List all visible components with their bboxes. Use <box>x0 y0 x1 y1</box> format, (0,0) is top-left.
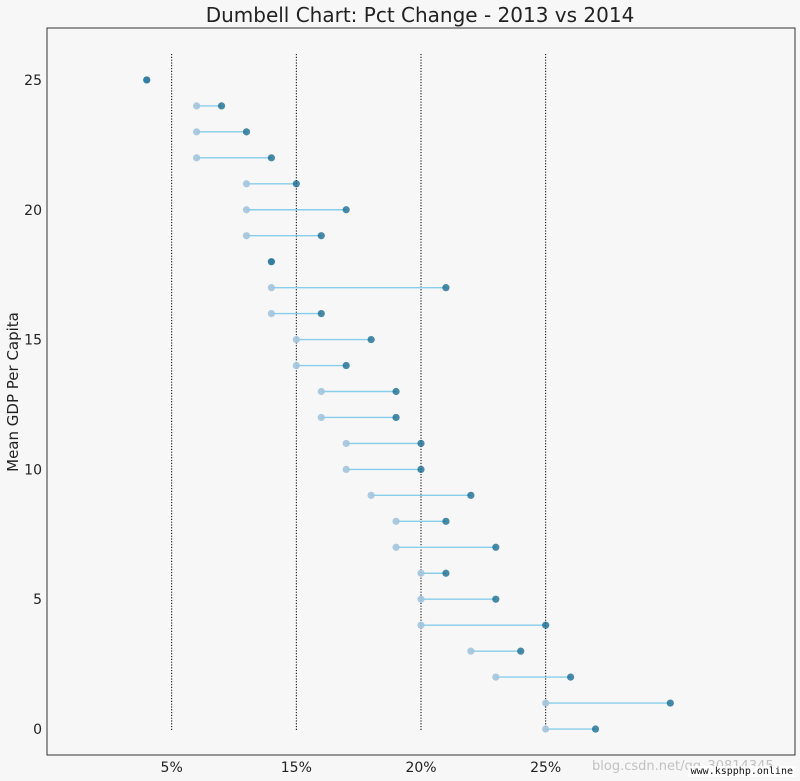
point-2013 <box>492 673 500 681</box>
point-2013 <box>193 154 201 162</box>
y-tick-label: 15 <box>24 333 42 349</box>
y-tick-label: 5 <box>33 592 42 608</box>
point-2013 <box>417 595 425 603</box>
point-2014 <box>442 284 450 292</box>
point-2013 <box>392 543 400 551</box>
point-2013 <box>267 284 275 292</box>
point-2014 <box>342 206 350 214</box>
point-2013 <box>342 439 350 448</box>
point-2013 <box>242 180 251 188</box>
point-2014 <box>317 310 325 318</box>
point-2013 <box>193 128 201 136</box>
y-tick-label: 20 <box>24 203 42 219</box>
y-tick-label: 0 <box>33 722 42 738</box>
point-2013 <box>392 517 400 525</box>
reference-lines <box>171 53 547 731</box>
y-axis-label: Mean GDP Per Capita <box>4 312 22 472</box>
point-2013 <box>542 725 550 733</box>
x-tick-label: 15% <box>281 760 312 776</box>
point-2014 <box>392 387 400 396</box>
point-2014 <box>542 621 550 629</box>
y-axis-ticks: 0 5 10 15 20 25 <box>24 73 42 738</box>
point-2014 <box>467 491 475 499</box>
point-2013 <box>417 621 425 629</box>
point-2014 <box>342 361 350 370</box>
point-2014 <box>242 128 251 136</box>
data-points <box>143 76 674 733</box>
point-2014 <box>591 725 600 733</box>
point-2014 <box>517 647 525 655</box>
point-2013 <box>417 569 425 577</box>
point-2014 <box>267 258 275 266</box>
point-2014 <box>143 76 151 84</box>
point-2013 <box>367 491 375 499</box>
x-tick-label: 25% <box>530 760 561 776</box>
x-axis-ticks: 5% 15% 20% 25% <box>161 760 562 776</box>
point-2014 <box>317 232 325 240</box>
point-2014 <box>417 465 425 473</box>
y-tick-label: 25 <box>24 73 42 89</box>
x-tick-label: 20% <box>405 760 436 776</box>
point-2014 <box>292 180 300 188</box>
point-2014 <box>267 154 275 162</box>
point-2014 <box>492 543 500 551</box>
point-2014 <box>442 569 450 577</box>
point-2014 <box>492 595 500 603</box>
point-2013 <box>292 361 300 370</box>
connector-lines <box>196 105 671 730</box>
point-2013 <box>193 102 201 110</box>
x-tick-label: 5% <box>161 760 183 776</box>
point-2014 <box>217 102 226 110</box>
point-2014 <box>392 413 400 422</box>
point-2013 <box>317 387 325 396</box>
point-2013 <box>242 206 251 214</box>
chart-title: Dumbell Chart: Pct Change - 2013 vs 2014 <box>206 3 635 27</box>
point-2014 <box>367 335 375 344</box>
point-2013 <box>467 647 475 655</box>
point-2013 <box>292 335 300 344</box>
point-2014 <box>442 517 450 525</box>
point-2013 <box>317 413 325 422</box>
point-2013 <box>542 699 550 707</box>
point-2014 <box>417 439 425 448</box>
point-2013 <box>242 232 251 240</box>
point-2014 <box>567 673 575 681</box>
site-watermark: www.kspphp.online <box>687 766 796 777</box>
point-2013 <box>267 310 275 318</box>
point-2014 <box>666 699 674 707</box>
point-2013 <box>342 465 350 473</box>
y-tick-label: 10 <box>24 462 42 478</box>
